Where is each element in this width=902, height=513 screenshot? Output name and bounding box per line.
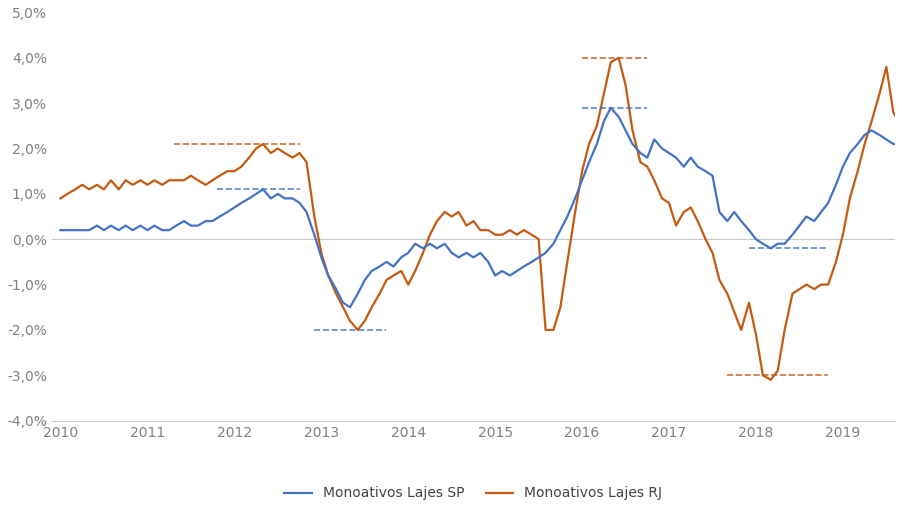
Legend: Monoativos Lajes SP, Monoativos Lajes RJ: Monoativos Lajes SP, Monoativos Lajes RJ xyxy=(279,481,668,506)
Monoativos Lajes RJ xyxy=(743,300,754,306)
Monoativos Lajes SP xyxy=(750,236,761,242)
Monoativos Lajes RJ xyxy=(533,236,544,242)
Monoativos Lajes SP xyxy=(605,105,616,111)
Monoativos Lajes SP xyxy=(664,150,675,156)
Monoativos Lajes RJ xyxy=(765,377,776,383)
Monoativos Lajes RJ xyxy=(236,164,247,170)
Line: Monoativos Lajes RJ: Monoativos Lajes RJ xyxy=(60,58,902,380)
Monoativos Lajes SP xyxy=(540,250,551,256)
Monoativos Lajes RJ xyxy=(613,55,624,61)
Line: Monoativos Lajes SP: Monoativos Lajes SP xyxy=(60,108,902,307)
Monoativos Lajes SP xyxy=(345,304,355,310)
Monoativos Lajes SP xyxy=(287,195,298,202)
Monoativos Lajes RJ xyxy=(657,195,667,202)
Monoativos Lajes RJ xyxy=(55,195,66,202)
Monoativos Lajes SP xyxy=(55,227,66,233)
Monoativos Lajes SP xyxy=(236,200,247,206)
Monoativos Lajes RJ xyxy=(287,154,298,161)
